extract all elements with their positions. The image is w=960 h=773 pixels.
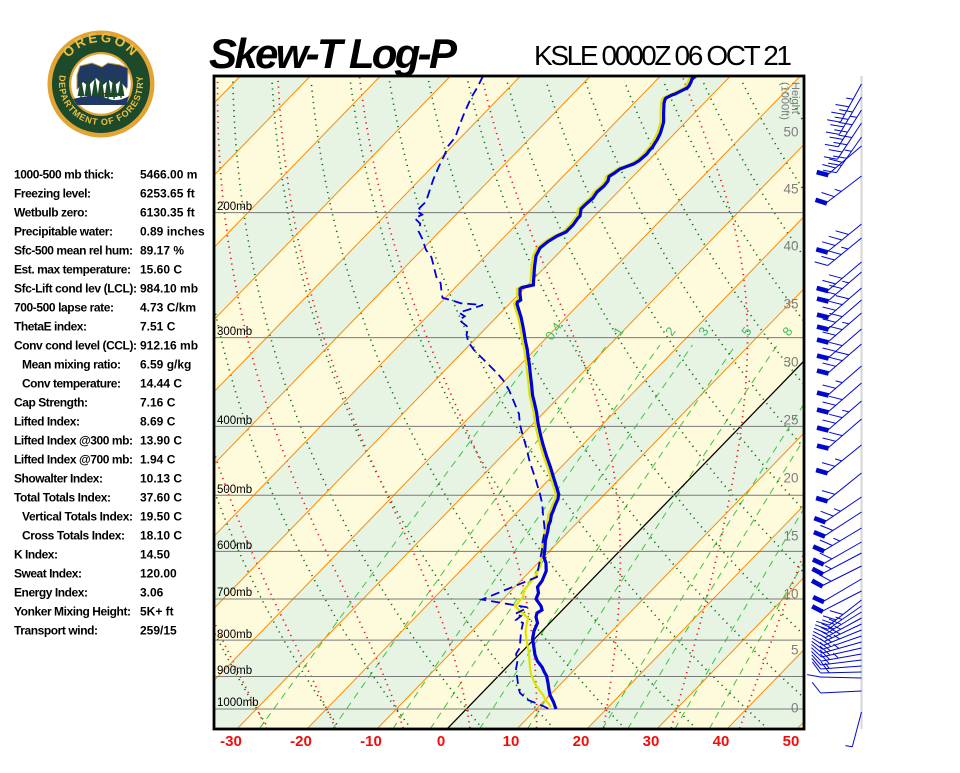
svg-text:Sweat Index:: Sweat Index: (14, 567, 82, 581)
svg-text:5466.00 m: 5466.00 m (140, 168, 197, 182)
svg-text:3.06: 3.06 (140, 586, 164, 600)
svg-text:40: 40 (783, 239, 798, 254)
svg-text:1000-500 mb thick:: 1000-500 mb thick: (14, 168, 114, 182)
svg-text:7.51 C: 7.51 C (140, 320, 176, 334)
svg-text:Cross Totals Index:: Cross Totals Index: (22, 529, 125, 543)
svg-text:13.90 C: 13.90 C (140, 434, 182, 448)
svg-text:KSLE 0000Z 06 OCT 21: KSLE 0000Z 06 OCT 21 (534, 40, 792, 71)
svg-text:-30: -30 (220, 733, 242, 750)
svg-text:50: 50 (783, 125, 798, 140)
svg-text:20: 20 (783, 471, 798, 486)
svg-text:30: 30 (643, 733, 660, 750)
svg-text:6130.35 ft: 6130.35 ft (140, 206, 195, 220)
svg-text:4.73 C/km: 4.73 C/km (140, 301, 196, 315)
svg-text:10: 10 (783, 587, 798, 602)
svg-text:Est. max temperature:: Est. max temperature: (14, 263, 131, 277)
svg-text:10.13 C: 10.13 C (140, 472, 182, 486)
svg-text:Mean mixing ratio:: Mean mixing ratio: (22, 358, 121, 372)
svg-text:19.50 C: 19.50 C (140, 510, 182, 524)
svg-text:700-500 lapse rate:: 700-500 lapse rate: (14, 301, 114, 315)
svg-text:900mb: 900mb (217, 665, 252, 677)
svg-text:10: 10 (503, 733, 520, 750)
svg-text:25: 25 (783, 413, 798, 428)
svg-text:0: 0 (791, 701, 799, 716)
svg-text:7.16 C: 7.16 C (140, 396, 176, 410)
svg-text:Lifted Index:: Lifted Index: (14, 415, 80, 429)
svg-text:1000mb: 1000mb (217, 697, 259, 709)
svg-text:400mb: 400mb (217, 415, 252, 427)
svg-text:200mb: 200mb (217, 201, 252, 213)
svg-text:14.44 C: 14.44 C (140, 377, 182, 391)
svg-text:15: 15 (783, 529, 798, 544)
svg-text:Transport wind:: Transport wind: (14, 624, 98, 638)
svg-text:984.10 mb: 984.10 mb (140, 282, 198, 296)
svg-text:-20: -20 (290, 733, 312, 750)
svg-text:30: 30 (783, 355, 798, 370)
svg-text:Lifted Index @700 mb:: Lifted Index @700 mb: (14, 453, 133, 467)
svg-text:259/15: 259/15 (140, 624, 177, 638)
svg-text:15.60 C: 15.60 C (140, 263, 182, 277)
svg-text:Energy Index:: Energy Index: (14, 586, 88, 600)
svg-text:Wetbulb zero:: Wetbulb zero: (14, 206, 88, 220)
svg-text:-10: -10 (360, 733, 382, 750)
svg-text:912.16 mb: 912.16 mb (140, 339, 198, 353)
svg-text:Total Totals Index:: Total Totals Index: (14, 491, 111, 505)
svg-text:800mb: 800mb (217, 629, 252, 641)
svg-text:0: 0 (437, 733, 445, 750)
svg-text:Sfc-500 mean rel hum:: Sfc-500 mean rel hum: (14, 244, 133, 258)
svg-text:0.89 inches: 0.89 inches (140, 225, 205, 239)
svg-text:35: 35 (783, 297, 798, 312)
svg-text:40: 40 (713, 733, 730, 750)
svg-text:600mb: 600mb (217, 540, 252, 552)
svg-text:(1000ft): (1000ft) (779, 82, 791, 120)
svg-text:1.94 C: 1.94 C (140, 453, 176, 467)
svg-text:50: 50 (783, 733, 800, 750)
svg-text:Vertical Totals Index:: Vertical Totals Index: (22, 510, 133, 524)
svg-text:300mb: 300mb (217, 326, 252, 338)
svg-text:8.69 C: 8.69 C (140, 415, 176, 429)
svg-text:45: 45 (783, 182, 798, 197)
svg-text:Skew-T Log-P: Skew-T Log-P (209, 30, 458, 77)
svg-text:20: 20 (573, 733, 590, 750)
svg-text:ThetaE index:: ThetaE index: (14, 320, 87, 334)
svg-text:6.59 g/kg: 6.59 g/kg (140, 358, 191, 372)
svg-text:500mb: 500mb (217, 484, 252, 496)
svg-text:Sfc-Lift cond lev (LCL):: Sfc-Lift cond lev (LCL): (14, 282, 137, 296)
svg-text:Conv cond level (CCL):: Conv cond level (CCL): (14, 339, 137, 353)
svg-text:Showalter Index:: Showalter Index: (14, 472, 103, 486)
svg-text:Freezing level:: Freezing level: (14, 187, 91, 201)
svg-text:37.60 C: 37.60 C (140, 491, 182, 505)
svg-text:Conv temperature:: Conv temperature: (22, 377, 121, 391)
svg-text:89.17 %: 89.17 % (140, 244, 184, 258)
svg-text:Precipitable water:: Precipitable water: (14, 225, 113, 239)
svg-text:14.50: 14.50 (140, 548, 170, 562)
svg-text:K Index:: K Index: (14, 548, 58, 562)
svg-text:Lifted Index @300 mb:: Lifted Index @300 mb: (14, 434, 133, 448)
svg-text:5: 5 (791, 643, 799, 658)
svg-text:700mb: 700mb (217, 587, 252, 599)
svg-text:Height: Height (789, 82, 801, 114)
svg-text:6253.65 ft: 6253.65 ft (140, 187, 195, 201)
svg-text:120.00: 120.00 (140, 567, 177, 581)
svg-text:Cap Strength:: Cap Strength: (14, 396, 88, 410)
svg-text:5K+ ft: 5K+ ft (140, 605, 174, 619)
svg-text:18.10 C: 18.10 C (140, 529, 182, 543)
svg-text:Yonker Mixing Height:: Yonker Mixing Height: (14, 605, 131, 619)
